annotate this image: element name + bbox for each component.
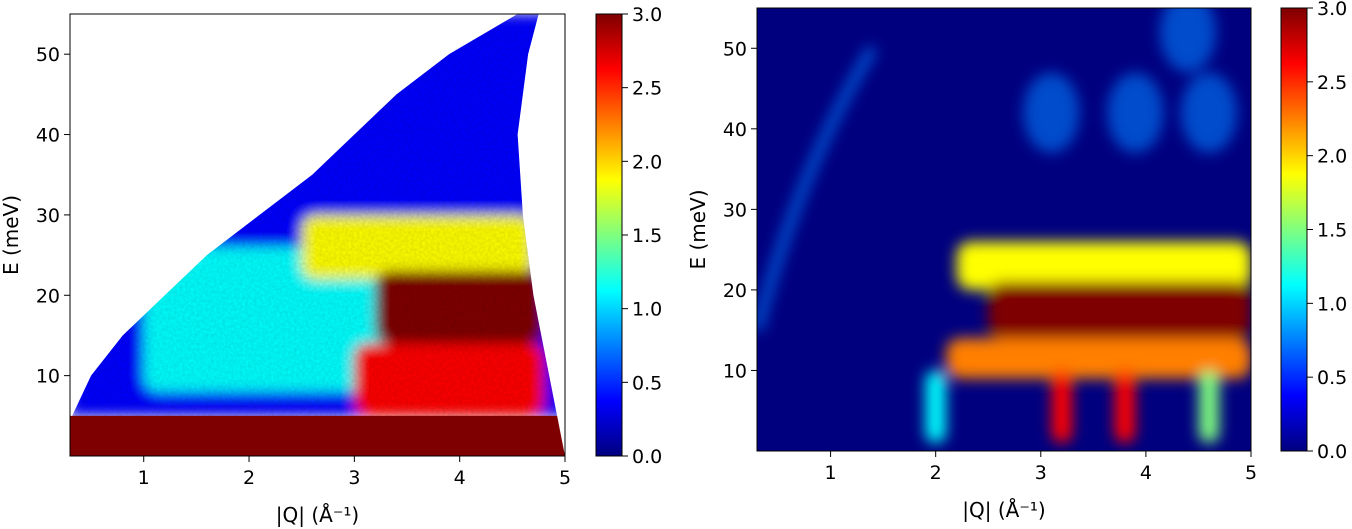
right-plot-frame bbox=[756, 7, 1252, 452]
feature-main-excitation bbox=[375, 271, 544, 344]
feature-low-e-mode-q-3-8 bbox=[1114, 370, 1135, 443]
y-tick-label: 50 bbox=[36, 44, 60, 66]
y-tick-label: 20 bbox=[723, 280, 747, 302]
x-tick-label: 1 bbox=[138, 467, 150, 489]
feature-low-energy-excitation bbox=[354, 343, 544, 416]
colorbar-gradient bbox=[595, 13, 623, 457]
colorbar-tick-label: 0.5 bbox=[1317, 367, 1347, 389]
right-background bbox=[757, 8, 1251, 451]
left-plot-frame bbox=[69, 13, 566, 457]
x-tick-label: 3 bbox=[348, 467, 360, 489]
right-x-axis-label: |Q| (Å⁻¹) bbox=[962, 498, 1045, 522]
feature-high-e-lobe bbox=[1159, 8, 1216, 73]
left-y-ticks: 10 20 30 40 50 bbox=[36, 44, 70, 388]
y-tick-label: 40 bbox=[723, 119, 747, 141]
x-tick-label: 3 bbox=[1035, 462, 1047, 484]
colorbar-tick-label: 2.5 bbox=[632, 78, 662, 100]
feature-band-24-mev bbox=[956, 241, 1251, 290]
colorbar-tick-label: 2.0 bbox=[1317, 146, 1347, 168]
feature-low-e-mode-q-3-2 bbox=[1051, 370, 1072, 443]
feature-dispersive-branch bbox=[757, 45, 877, 332]
right-y-axis-label: E (meV) bbox=[686, 189, 710, 269]
y-tick-label: 30 bbox=[723, 199, 747, 221]
colorbar-tick-label: 3.0 bbox=[632, 4, 662, 26]
x-tick-label: 4 bbox=[1140, 462, 1152, 484]
y-tick-label: 50 bbox=[723, 38, 747, 60]
left-data-region bbox=[70, 14, 565, 456]
x-tick-label: 2 bbox=[243, 467, 255, 489]
right-colorbar: 0.0 0.5 1.0 1.5 2.0 2.5 3.0 bbox=[1280, 0, 1347, 463]
x-tick-label: 5 bbox=[1245, 462, 1257, 484]
left-noise bbox=[70, 14, 565, 456]
colorbar-tick-label: 1.5 bbox=[632, 225, 662, 247]
feature-elastic-line bbox=[70, 415, 565, 456]
x-tick-label: 5 bbox=[559, 467, 571, 489]
right-y-ticks: 10 20 30 40 50 bbox=[723, 38, 757, 382]
y-tick-label: 40 bbox=[36, 125, 60, 147]
left-colorbar: 0.0 0.5 1.0 1.5 2.0 2.5 3.0 bbox=[595, 4, 662, 468]
colorbar-tick-label: 1.5 bbox=[1317, 220, 1347, 242]
feature-high-e-lobe bbox=[1023, 72, 1080, 153]
left-heatmap bbox=[70, 14, 565, 456]
colorbar-tick-label: 2.0 bbox=[632, 151, 662, 173]
feature-band-12-mev bbox=[946, 338, 1251, 379]
colorbar-tick-label: 1.0 bbox=[1317, 293, 1347, 315]
colorbar-tick-label: 0.0 bbox=[1317, 441, 1347, 463]
feature-band-18-mev bbox=[988, 281, 1251, 339]
colorbar-tick-label: 1.0 bbox=[632, 299, 662, 321]
feature-low-e-mode-q-4-6 bbox=[1198, 370, 1219, 443]
y-tick-label: 20 bbox=[36, 285, 60, 307]
right-heatmap bbox=[757, 8, 1251, 451]
right-data-region bbox=[757, 8, 1251, 451]
colorbar-tick-label: 0.0 bbox=[632, 446, 662, 468]
x-tick-label: 4 bbox=[454, 467, 466, 489]
right-x-ticks: 1 2 3 4 5 bbox=[825, 451, 1257, 484]
colorbar-gradient bbox=[1280, 7, 1308, 452]
feature-high-e-lobe bbox=[1180, 72, 1237, 153]
feature-mid-energy-band bbox=[143, 247, 408, 392]
feature-high-e-lobe bbox=[1107, 72, 1164, 153]
left-x-axis-label: |Q| (Å⁻¹) bbox=[276, 503, 359, 527]
right-features bbox=[757, 8, 1251, 443]
y-tick-label: 10 bbox=[723, 360, 747, 382]
y-tick-label: 10 bbox=[36, 366, 60, 388]
y-tick-label: 30 bbox=[36, 205, 60, 227]
feature-upper-band bbox=[301, 214, 534, 280]
left-y-axis-label: E (meV) bbox=[0, 195, 23, 275]
feature-low-e-mode-q-2-0 bbox=[925, 370, 946, 443]
colorbar-tick-label: 2.5 bbox=[1317, 72, 1347, 94]
colorbar-tick-label: 3.0 bbox=[1317, 0, 1347, 20]
colorbar-tick-label: 0.5 bbox=[632, 372, 662, 394]
x-tick-label: 1 bbox=[825, 462, 837, 484]
x-tick-label: 2 bbox=[930, 462, 942, 484]
left-x-ticks: 1 2 3 4 5 bbox=[138, 456, 571, 489]
